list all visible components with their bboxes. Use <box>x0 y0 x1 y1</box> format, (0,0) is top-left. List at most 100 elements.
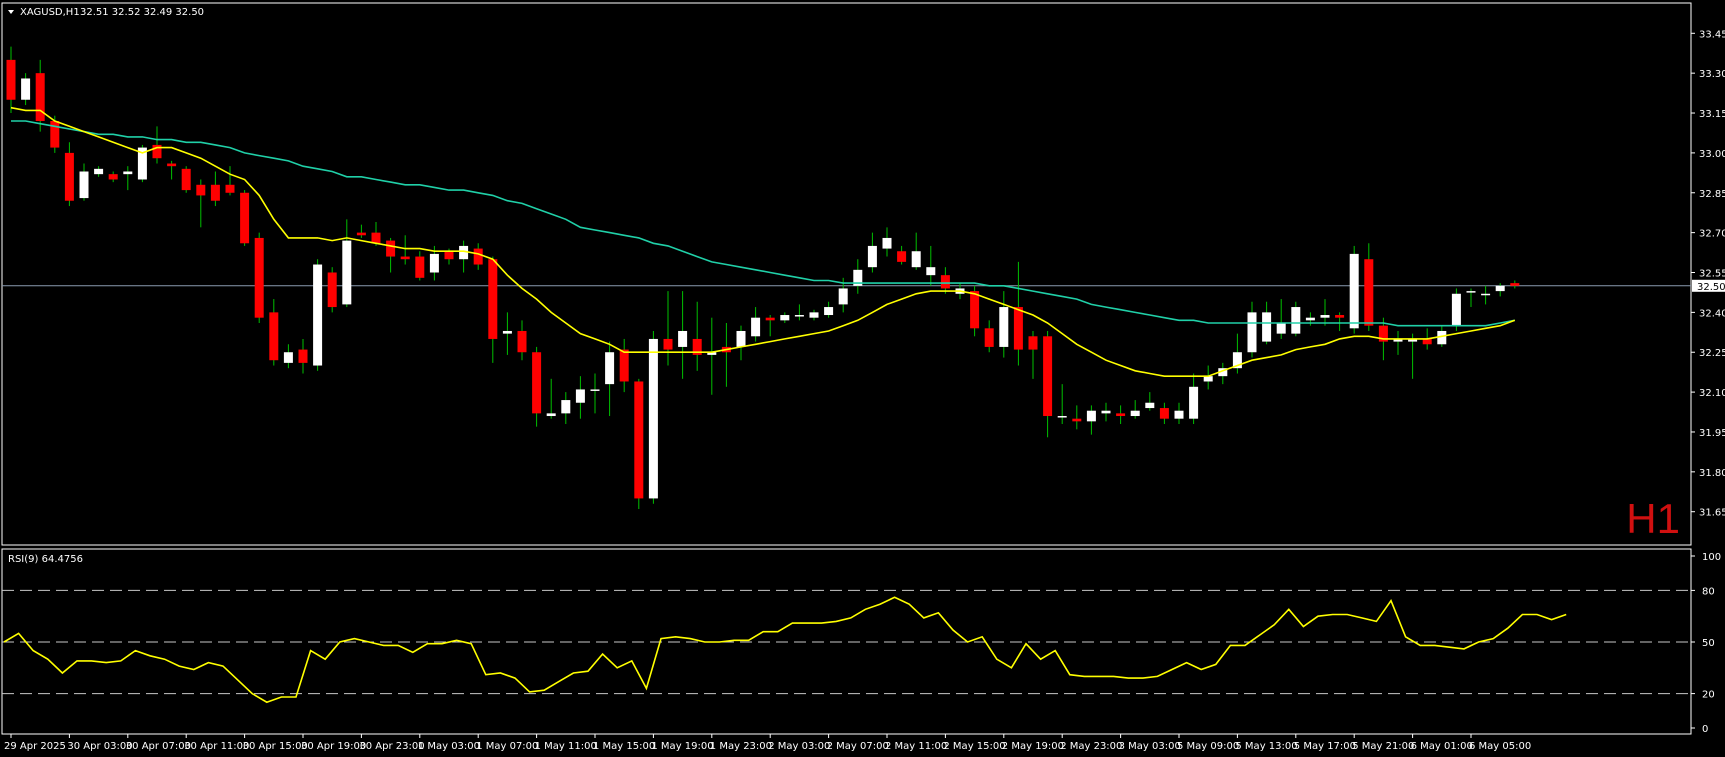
candle <box>751 307 761 342</box>
candle-body <box>1218 368 1228 377</box>
candle-body <box>605 352 615 385</box>
candle <box>400 235 410 265</box>
candle <box>605 341 615 417</box>
candle-body <box>342 240 352 305</box>
time-axis-label: 1 May 15:00 <box>593 741 655 752</box>
candle-body <box>970 291 980 329</box>
candle <box>648 330 658 504</box>
candle-body <box>590 389 600 391</box>
time-axis-label: 5 May 17:00 <box>1294 741 1356 752</box>
candle <box>897 245 907 265</box>
candle-body <box>838 288 848 305</box>
price-axis-label: 31.95 <box>1699 428 1725 439</box>
candle <box>488 256 498 363</box>
candle-body <box>94 168 104 175</box>
candle-body <box>663 338 673 350</box>
candle-body <box>269 312 279 361</box>
time-axis-label: 30 Apr 23:00 <box>359 741 424 752</box>
candle-body <box>283 352 293 363</box>
candle-body <box>356 232 366 236</box>
time-axis-label: 5 May 21:00 <box>1352 741 1414 752</box>
candle-body <box>1116 413 1126 417</box>
candle-body <box>897 251 907 262</box>
candle-body <box>1466 291 1476 293</box>
candle <box>137 144 147 183</box>
candle <box>6 46 16 114</box>
candle <box>517 320 527 361</box>
candle <box>1349 245 1359 334</box>
candle-body <box>240 192 250 244</box>
candle-body <box>1378 325 1388 342</box>
ma-fast-line <box>10 106 1516 378</box>
candle-body <box>999 307 1009 347</box>
candle-body <box>444 251 454 260</box>
candle <box>1218 362 1228 385</box>
candle <box>1057 384 1067 424</box>
candle <box>181 166 191 193</box>
candle <box>1232 333 1242 374</box>
price-axis-label: 31.80 <box>1699 468 1725 479</box>
candle-body <box>21 78 31 100</box>
candle-body <box>648 338 658 499</box>
collapse-triangle-icon[interactable] <box>8 10 14 14</box>
candle <box>269 299 279 366</box>
price-axis-label: 33.00 <box>1699 149 1725 160</box>
candle <box>21 73 31 106</box>
candle <box>765 315 775 337</box>
rsi-axis-label: 20 <box>1702 690 1715 701</box>
candle-body <box>473 248 483 265</box>
candle <box>356 224 366 238</box>
candle <box>1247 301 1257 358</box>
candle-body <box>429 253 439 273</box>
price-axis-label: 32.40 <box>1699 308 1725 319</box>
symbol-label: XAGUSD,H1 <box>20 7 80 18</box>
candle-body <box>400 256 410 260</box>
candle-body <box>1130 410 1140 417</box>
candle <box>1335 312 1345 331</box>
candle <box>721 323 731 387</box>
candle-body <box>1305 317 1315 321</box>
time-axis-label: 2 May 15:00 <box>943 741 1005 752</box>
candle-body <box>167 163 177 167</box>
candle <box>1495 283 1505 297</box>
candle-body <box>459 245 469 260</box>
candle-body <box>137 147 147 180</box>
candle-body <box>1086 410 1096 422</box>
candle-body <box>1101 410 1111 414</box>
candle-body <box>1057 416 1067 418</box>
candle <box>1451 288 1461 331</box>
candle-body <box>984 328 994 347</box>
candle <box>1145 392 1155 411</box>
candle <box>575 376 585 419</box>
candle <box>692 301 702 371</box>
candle <box>386 237 396 273</box>
candle <box>1291 301 1301 337</box>
candle <box>225 166 235 196</box>
candle <box>167 160 177 180</box>
candle <box>794 304 804 321</box>
time-axis-label: 5 May 09:00 <box>1177 741 1239 752</box>
candle <box>473 243 483 270</box>
candle-body <box>1364 259 1374 326</box>
main-panel-frame <box>1 2 1692 546</box>
candle-body <box>225 184 235 193</box>
candle <box>298 338 308 374</box>
candle <box>1101 402 1111 422</box>
candle <box>240 190 250 246</box>
candle <box>1072 405 1082 430</box>
candle-body <box>1145 402 1155 409</box>
candle <box>1043 330 1053 438</box>
candle <box>1510 280 1520 289</box>
timeframe-watermark: H1 <box>1626 495 1680 542</box>
candle <box>64 142 74 207</box>
candle <box>1130 400 1140 419</box>
candle-body <box>6 59 16 100</box>
price-axis-label: 32.85 <box>1699 189 1725 200</box>
candle-body <box>415 256 425 278</box>
price-axis-label: 32.70 <box>1699 229 1725 240</box>
candle <box>940 267 950 294</box>
candle <box>780 312 790 323</box>
candle-body <box>809 312 819 318</box>
time-axis-label: 6 May 05:00 <box>1469 741 1531 752</box>
candle-body <box>561 400 571 414</box>
